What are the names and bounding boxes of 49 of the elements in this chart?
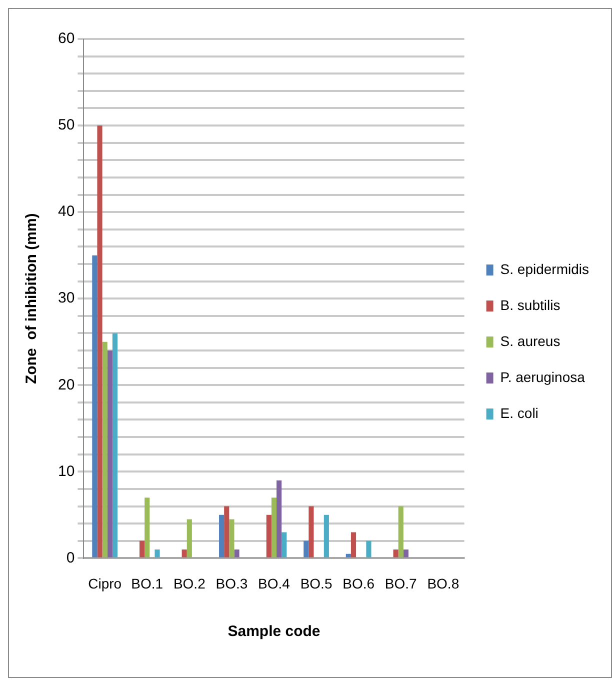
bar [92, 255, 98, 558]
x-tick-label: BO.8 [427, 575, 460, 592]
bar [271, 498, 277, 558]
y-tick-label: 20 [58, 376, 75, 394]
bar [107, 350, 112, 558]
bar [282, 532, 287, 558]
bar [403, 550, 408, 558]
bar [350, 532, 356, 558]
x-tick-label: BO.1 [131, 575, 164, 592]
bar [229, 519, 234, 558]
legend-label: S. aureus [500, 332, 560, 349]
x-tick-label: BO.6 [342, 575, 375, 592]
bar [186, 519, 192, 558]
x-tick-label: BO.4 [258, 575, 290, 592]
x-axis-title: Sample code [228, 623, 320, 640]
bar [398, 506, 404, 558]
legend-label: B. subtilis [500, 296, 560, 313]
y-tick-label: 10 [58, 462, 75, 480]
bar [234, 550, 240, 558]
x-tick-label: BO.7 [384, 575, 418, 592]
bar [224, 506, 230, 558]
bar [140, 540, 145, 558]
bar [266, 514, 272, 558]
bar [324, 514, 329, 558]
bar [182, 550, 187, 558]
x-tick-label: BO.3 [216, 575, 248, 592]
bar [219, 514, 224, 558]
bar [102, 342, 108, 558]
y-tick-label: 50 [58, 116, 75, 134]
legend-label: P. aeruginosa [500, 368, 586, 385]
y-axis-title: Zone of inhibition (mm) [23, 213, 40, 384]
bar [276, 480, 282, 558]
x-tick-label: Cipro [88, 575, 122, 592]
legend-label: S. epidermidis [500, 260, 589, 277]
y-tick-label: 60 [58, 30, 75, 48]
bar [97, 126, 102, 558]
y-tick-label: 40 [58, 203, 75, 220]
bar [112, 333, 118, 558]
bar [308, 506, 314, 558]
bar [144, 498, 150, 558]
x-tick-label: BO.2 [173, 575, 206, 592]
bar [366, 540, 372, 558]
y-tick-label: 30 [58, 290, 75, 307]
bar [154, 550, 160, 558]
x-tick-label: BO.5 [300, 575, 332, 592]
y-tick-label: 0 [66, 549, 75, 566]
bar [304, 540, 309, 558]
bar [393, 550, 398, 558]
legend-label: E. coli [500, 404, 538, 421]
